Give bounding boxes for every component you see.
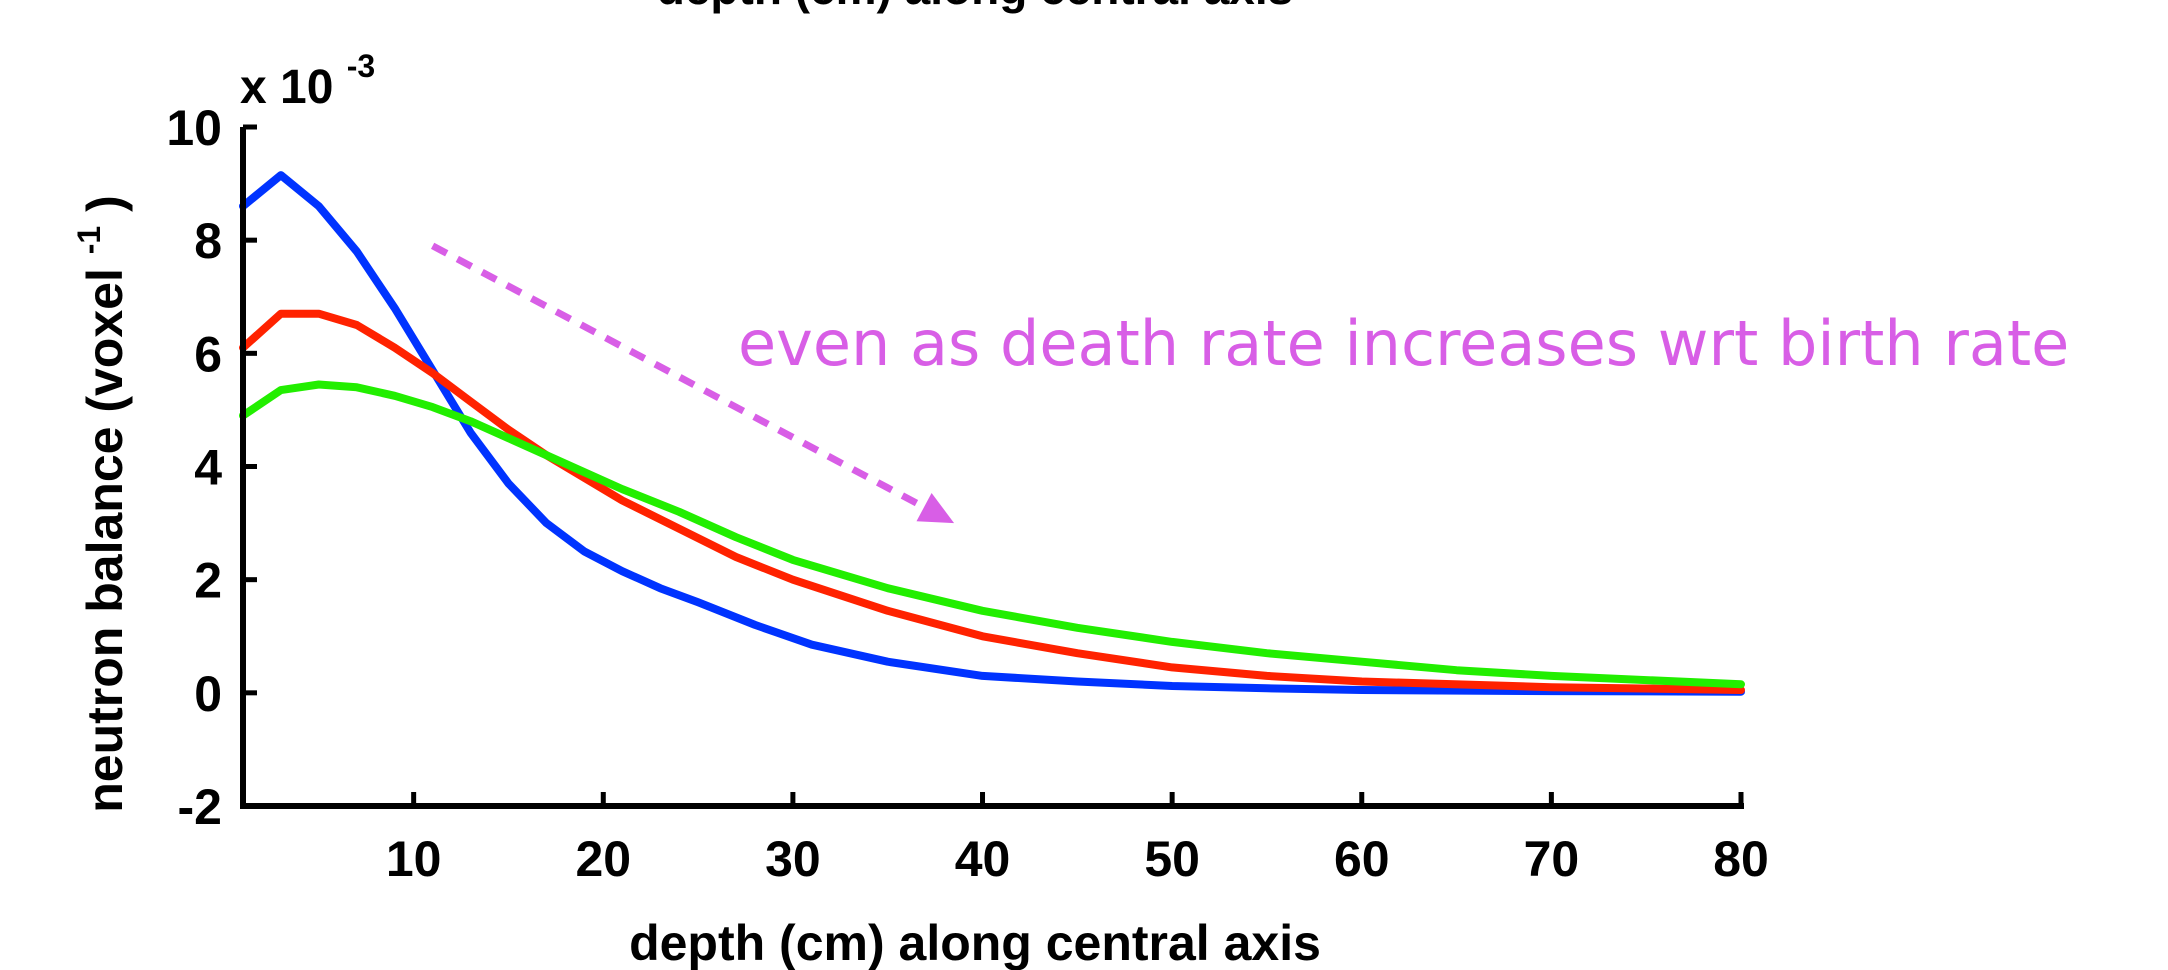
plot-area: 10 20 30 40 50 60 70 80 -2 0 2 4 6 8 10 <box>166 100 1768 887</box>
y-tick-label: -2 <box>178 779 222 835</box>
x-tick-label: 60 <box>1334 831 1390 887</box>
y-tick-label: 2 <box>194 553 222 609</box>
y-multiplier-base: x 10 <box>240 61 333 114</box>
series-group <box>239 171 1745 696</box>
y-tick-label: 8 <box>194 213 222 269</box>
x-tick-label: 10 <box>386 831 442 887</box>
y-axis-label-main: neutron balance (voxel <box>77 268 133 813</box>
x-ticks: 10 20 30 40 50 60 70 80 <box>386 792 1769 887</box>
series-line-2 <box>239 309 1745 694</box>
y-multiplier: x 10 -3 <box>240 48 375 114</box>
x-tick-label: 50 <box>1144 831 1200 887</box>
y-ticks: -2 0 2 4 6 8 10 <box>166 100 257 835</box>
x-tick-label: 80 <box>1713 831 1769 887</box>
annotation-group: even as death rate increases wrt birth r… <box>430 242 2069 524</box>
x-tick-label: 70 <box>1524 831 1580 887</box>
x-tick-label: 30 <box>765 831 821 887</box>
annotation-arrow-head <box>916 493 955 524</box>
y-multiplier-exponent: -3 <box>347 48 375 84</box>
y-tick-label: 6 <box>194 326 222 382</box>
y-axis-label-superscript: -1 <box>71 226 107 254</box>
axes <box>240 127 1744 809</box>
y-tick-label: 10 <box>166 100 222 156</box>
annotation-arrow-shaft <box>430 242 926 511</box>
x-tick-label: 40 <box>955 831 1011 887</box>
y-axis-label: neutron balance (voxel -1 ) <box>55 195 133 813</box>
y-tick-label: 0 <box>194 666 222 722</box>
annotation-text: even as death rate increases wrt birth r… <box>738 307 2069 380</box>
x-tick-label: 20 <box>575 831 631 887</box>
series-line-3 <box>239 380 1745 689</box>
x-axis-label: depth (cm) along central axis <box>629 915 1321 970</box>
y-axis-label-close: ) <box>77 195 133 212</box>
y-tick-label: 4 <box>194 440 222 496</box>
chart-title: depth (cm) along central axis <box>657 0 1293 14</box>
series-line-1 <box>239 171 1745 696</box>
